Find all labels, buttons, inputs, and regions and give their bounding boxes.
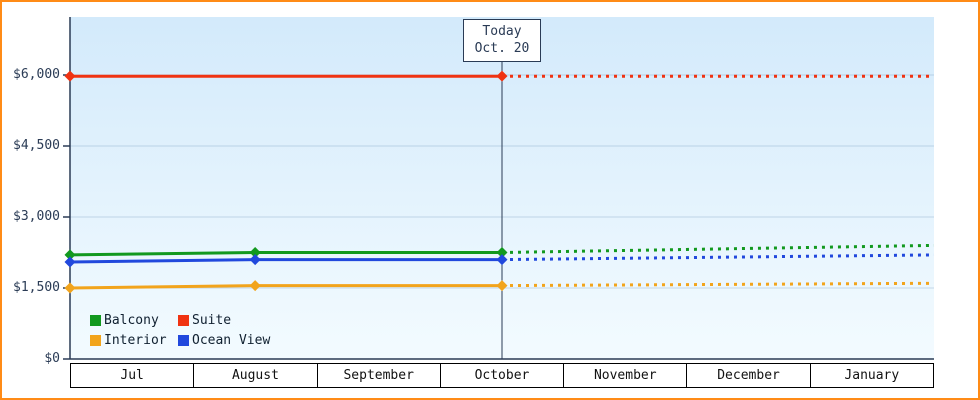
month-label-december: December (686, 364, 809, 387)
ocean-view-color-swatch (178, 335, 189, 346)
today-label-line2: Oct. 20 (474, 41, 530, 56)
legend-label: Suite (192, 313, 232, 328)
month-label-september: September (316, 364, 440, 387)
forecast-line-balcony (501, 243, 935, 254)
balcony-color-swatch (90, 315, 101, 326)
month-label-november: November (563, 364, 686, 387)
legend-item-balcony: Balcony (90, 313, 178, 328)
marker-ocean-view (64, 256, 76, 268)
y-tick-label-3000: $3,000 (13, 209, 60, 224)
month-label-october: October (439, 364, 563, 387)
x-axis-month-row: Jul August September October November De… (70, 363, 934, 388)
suite-color-swatch (178, 315, 189, 326)
month-label-jul: Jul (120, 368, 144, 383)
marker-interior (64, 282, 76, 294)
legend-item-suite: Suite (178, 313, 308, 328)
forecast-line-ocean-view (501, 253, 935, 262)
marker-balcony (249, 247, 261, 258)
y-tick-label-0: $0 (44, 351, 60, 366)
chart-legend: Balcony Suite Interior Ocean View (90, 313, 308, 348)
legend-item-ocean-view: Ocean View (178, 333, 308, 348)
today-label-line1: Today (482, 24, 522, 39)
legend-label: Interior (104, 333, 167, 348)
y-tick-label-6000: $6,000 (13, 67, 60, 82)
legend-item-interior: Interior (90, 333, 178, 348)
marker-suite (496, 70, 508, 82)
marker-ocean-view (496, 254, 508, 266)
forecast-line-interior (501, 281, 935, 288)
month-label-january: January (809, 364, 933, 387)
y-tick-label-1500: $1,500 (13, 280, 60, 295)
interior-color-swatch (90, 335, 101, 346)
marker-balcony (64, 249, 76, 261)
month-label-august: August (193, 364, 316, 387)
marker-balcony (496, 247, 508, 258)
marker-suite (64, 70, 76, 82)
legend-label: Balcony (104, 313, 159, 328)
marker-interior (496, 280, 508, 292)
marker-interior (249, 280, 261, 292)
y-tick-label-4500: $4,500 (13, 138, 60, 153)
legend-label: Ocean View (192, 333, 271, 348)
marker-ocean-view (249, 254, 261, 266)
today-marker-label: Today Oct. 20 (463, 19, 541, 62)
